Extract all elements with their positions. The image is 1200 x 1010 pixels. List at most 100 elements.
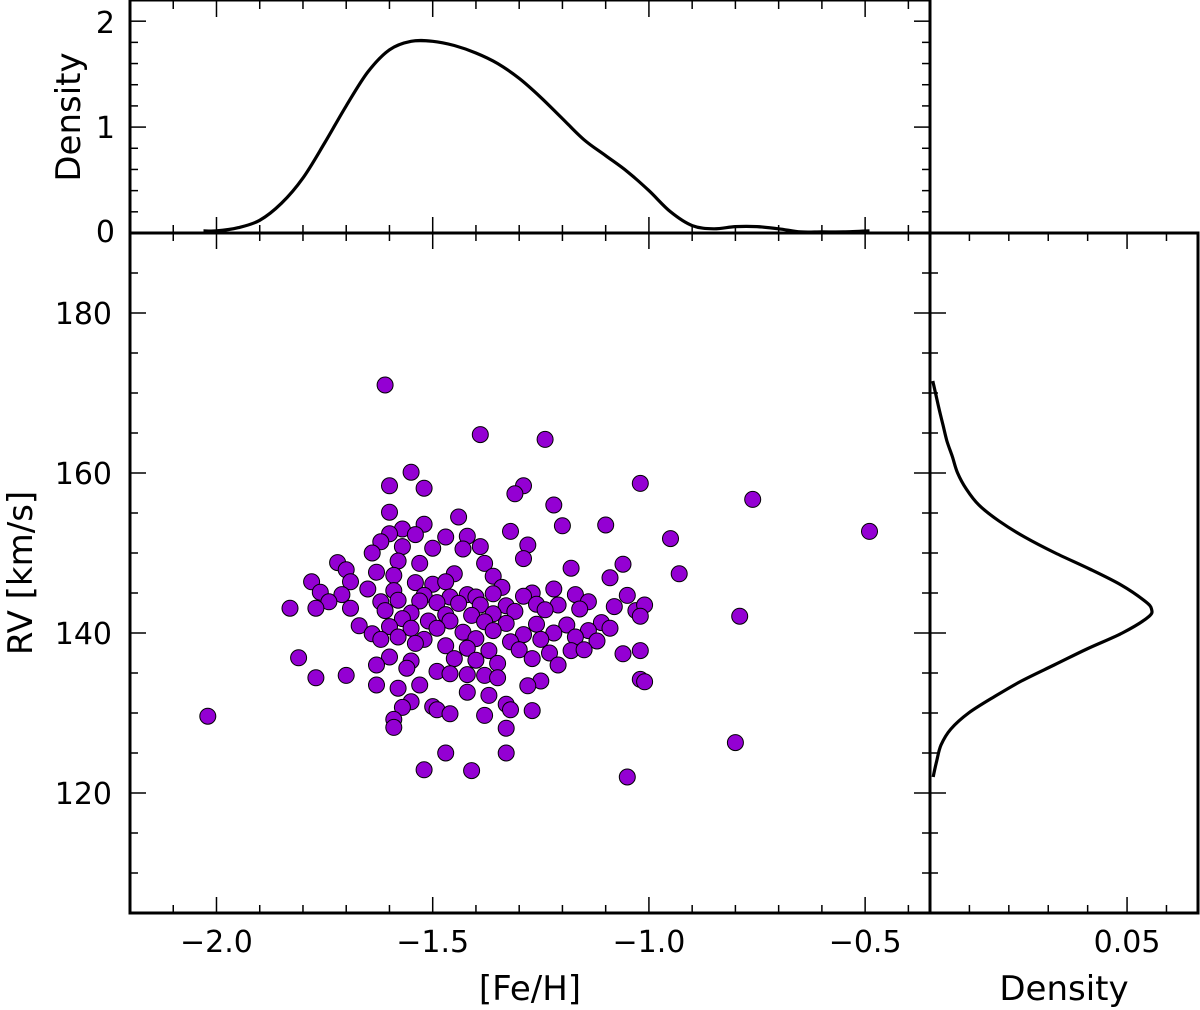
data-point: [406, 574, 424, 592]
data-point: [406, 526, 424, 544]
top-panel-frame: [128, 0, 932, 235]
data-point: [480, 686, 498, 704]
data-point: [597, 516, 615, 534]
data-point: [333, 586, 351, 604]
data-point: [523, 650, 541, 668]
data-point: [536, 601, 554, 619]
data-point: [363, 544, 381, 562]
data-point: [476, 706, 494, 724]
data-point: [484, 585, 502, 603]
data-point: [368, 563, 385, 581]
data-point: [614, 645, 632, 663]
data-point: [497, 744, 515, 762]
data-point: [601, 569, 619, 587]
data-point: [558, 616, 576, 634]
data-point: [489, 669, 507, 687]
data-point: [458, 666, 476, 684]
data-point: [441, 705, 459, 723]
data-point: [519, 677, 537, 695]
scatter-points: [199, 376, 878, 786]
data-point: [515, 550, 532, 568]
data-point: [502, 522, 519, 540]
top-marginal-panel: 0 1 2 Density: [49, 0, 932, 250]
data-point: [605, 598, 623, 616]
right-ticks: [930, 232, 1168, 913]
data-point: [670, 565, 688, 583]
data-point: [372, 533, 390, 551]
data-point: [441, 612, 459, 630]
data-point: [428, 619, 446, 637]
data-point: [588, 632, 606, 650]
data-point: [523, 702, 541, 720]
data-point: [536, 430, 554, 448]
data-point: [450, 594, 468, 612]
data-point: [541, 644, 558, 662]
y-tick-label: 0: [96, 215, 115, 250]
data-point: [545, 580, 563, 598]
data-point: [437, 744, 455, 762]
data-point: [359, 580, 377, 598]
data-point: [631, 607, 649, 625]
y-tick-label: 1: [96, 111, 115, 146]
data-point: [372, 630, 390, 648]
data-point: [385, 718, 403, 736]
data-point: [631, 642, 649, 660]
data-point: [631, 474, 649, 492]
data-point: [389, 591, 407, 609]
data-point: [454, 540, 472, 558]
data-point: [393, 698, 411, 716]
data-point: [389, 679, 407, 697]
x-axis-title: [Fe/H]: [479, 969, 581, 1009]
data-point: [307, 599, 325, 617]
x-tick-label: −2.0: [180, 925, 253, 960]
data-point: [381, 503, 398, 521]
data-point: [861, 522, 878, 540]
top-ytick-labels: 0 1 2: [96, 6, 115, 250]
data-point: [497, 614, 515, 632]
data-point: [393, 538, 411, 556]
data-point: [368, 656, 385, 674]
data-point: [476, 554, 494, 572]
right-xtick-labels: 0.05: [1094, 925, 1161, 960]
data-point: [415, 761, 433, 779]
data-point: [484, 622, 502, 640]
data-point: [601, 619, 619, 637]
data-point: [553, 517, 571, 535]
data-point: [528, 615, 545, 633]
data-point: [411, 592, 429, 610]
data-point: [662, 530, 679, 548]
data-point: [199, 707, 217, 725]
top-ticks: [129, 0, 930, 234]
data-point: [411, 676, 429, 694]
data-point: [376, 376, 394, 394]
data-point: [437, 637, 455, 655]
data-point: [389, 552, 407, 570]
data-point: [480, 642, 498, 660]
data-point: [445, 650, 463, 668]
data-point: [463, 762, 481, 780]
data-point: [406, 634, 424, 652]
data-point: [532, 630, 550, 648]
y-axis-title: RV [km/s]: [1, 491, 41, 655]
data-point: [744, 490, 762, 508]
data-point: [510, 641, 528, 659]
y-tick-label: 160: [55, 457, 112, 492]
data-point: [290, 649, 308, 667]
data-point: [489, 654, 507, 672]
right-panel-frame: [928, 231, 1200, 915]
data-point: [437, 528, 455, 546]
data-point: [342, 599, 359, 617]
data-point: [458, 683, 476, 701]
data-point: [398, 659, 416, 677]
x-tick-label: −1.5: [396, 925, 469, 960]
data-point: [368, 676, 385, 694]
data-point: [281, 599, 299, 617]
feh-density-curve: [203, 38, 870, 234]
data-point: [411, 554, 429, 572]
rv-density-curve: [931, 380, 1154, 778]
data-point: [337, 666, 355, 684]
y-tick-label: 120: [55, 777, 112, 812]
data-point: [307, 669, 325, 687]
data-point: [389, 628, 407, 646]
y-tick-label: 2: [96, 6, 115, 41]
